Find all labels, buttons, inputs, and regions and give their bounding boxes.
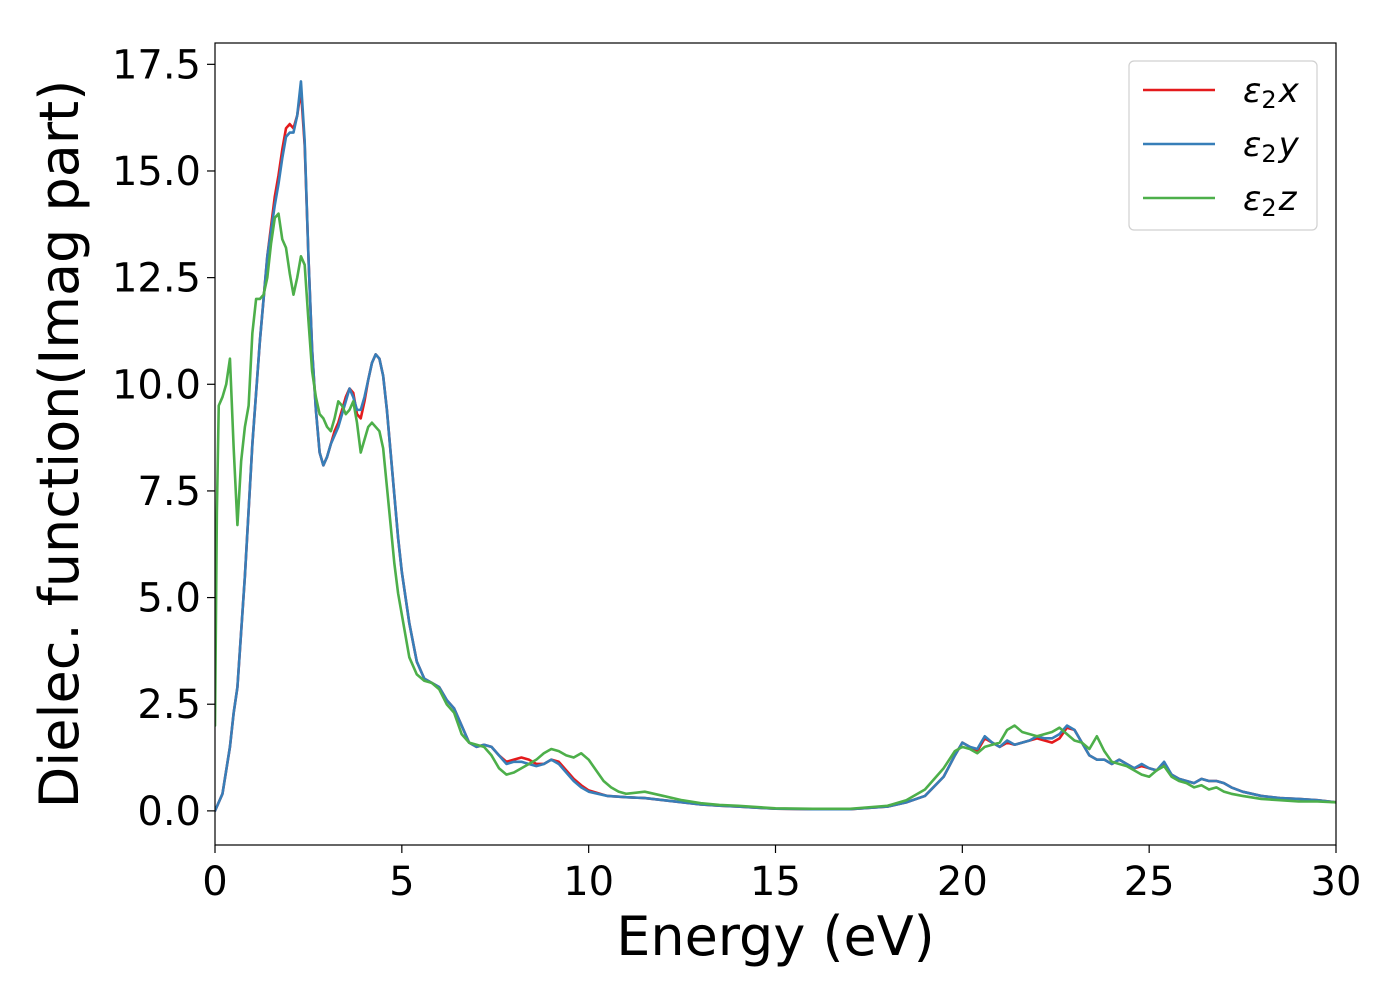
y-tick-label: 10.0 bbox=[112, 362, 201, 408]
legend-label-y: ε2y bbox=[1243, 125, 1300, 168]
ticks-layer: 0 5 10 15 20 25 30 0.0 2.5 5.0 7.5 10.0 12.5 15.0 17.5 bbox=[112, 42, 1362, 905]
legend: ε2x ε2y ε2z bbox=[1128, 60, 1318, 231]
x-tick-label: 10 bbox=[563, 859, 614, 905]
legend-label-z: ε2z bbox=[1243, 179, 1298, 222]
x-tick-label: 25 bbox=[1124, 859, 1175, 905]
y-tick-label: 5.0 bbox=[137, 576, 201, 622]
x-axis-label: Energy (eV) bbox=[616, 905, 935, 968]
series-layer bbox=[215, 80, 1336, 813]
legend-box bbox=[1128, 60, 1318, 231]
x-tick-label: 15 bbox=[750, 859, 801, 905]
x-tick-label: 30 bbox=[1311, 859, 1362, 905]
y-tick-label: 17.5 bbox=[112, 42, 201, 88]
legend-label-x: ε2x bbox=[1243, 71, 1300, 114]
y-tick-label: 0.0 bbox=[137, 789, 201, 835]
x-tick-label: 20 bbox=[937, 859, 988, 905]
x-tick-label: 0 bbox=[202, 859, 227, 905]
series-line-z bbox=[215, 212, 1336, 811]
y-tick-label: 2.5 bbox=[137, 682, 201, 728]
series-line-y bbox=[215, 80, 1336, 813]
y-tick-label: 15.0 bbox=[112, 149, 201, 195]
y-tick-label: 7.5 bbox=[137, 469, 201, 515]
y-axis-label: Dielec. function(Imag part) bbox=[28, 80, 91, 809]
x-tick-label: 5 bbox=[389, 859, 414, 905]
y-tick-label: 12.5 bbox=[112, 256, 201, 302]
